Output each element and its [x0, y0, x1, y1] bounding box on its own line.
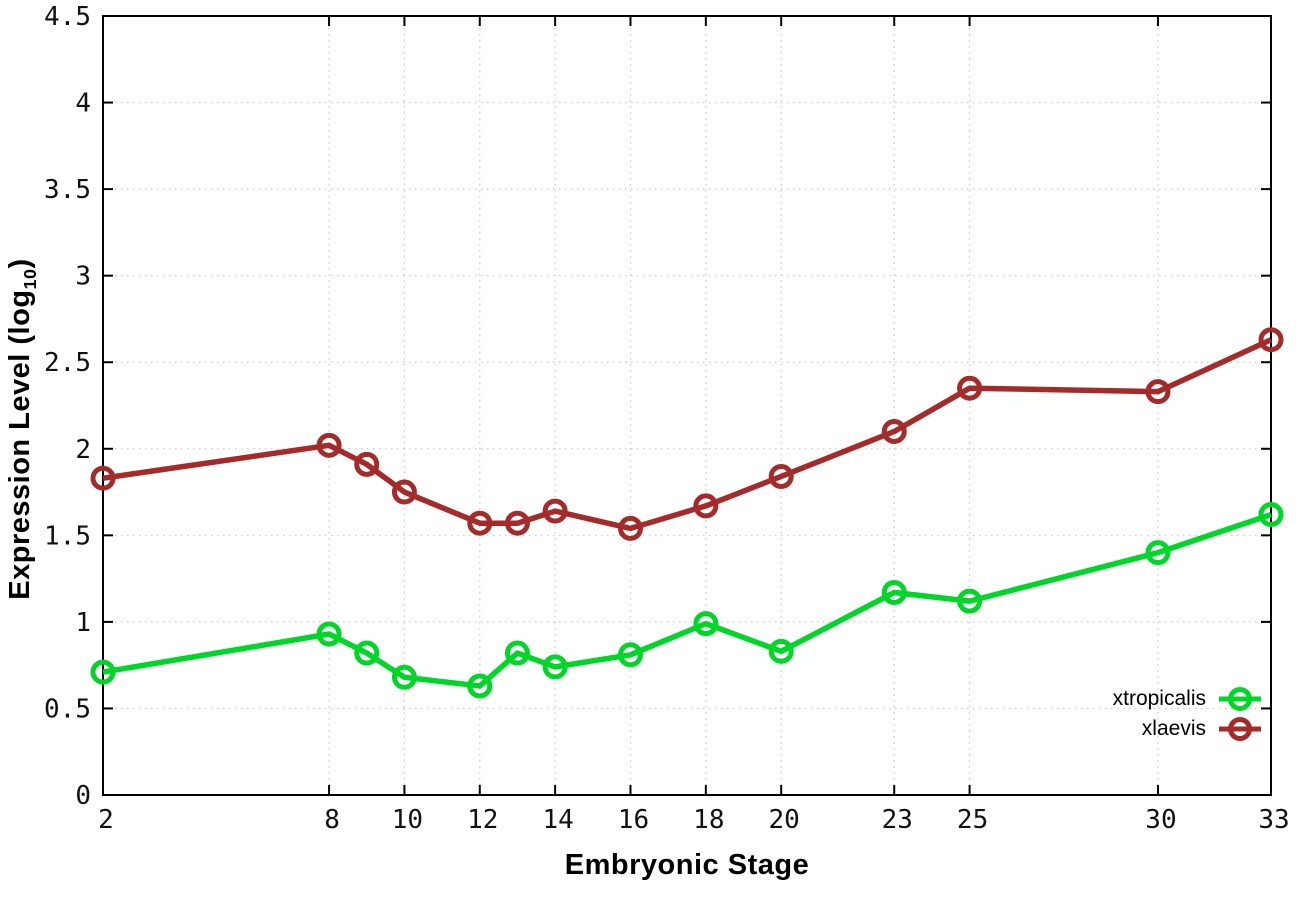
series-xtropicalis-point — [316, 621, 342, 647]
gridlines — [103, 16, 1271, 795]
series-xlaevis-point — [542, 498, 568, 524]
x-tick-label: 14 — [542, 805, 573, 835]
legend-label-xlaevis: xlaevis — [1141, 717, 1206, 740]
series-xtropicalis-point — [90, 659, 116, 685]
x-tick-label: 23 — [882, 805, 913, 835]
x-tick-label: 10 — [392, 805, 423, 835]
x-tick-label: 16 — [618, 805, 649, 835]
series-xtropicalis-line — [102, 511, 1272, 689]
series-xlaevis-point — [354, 451, 380, 477]
series-xlaevis-point — [467, 510, 493, 536]
series-xlaevis-line — [102, 337, 1273, 532]
legend-entry-xlaevis: xlaevis — [1113, 714, 1262, 744]
series-xlaevis-point — [316, 432, 342, 458]
y-tick-label: 3.5 — [44, 175, 91, 205]
series-xlaevis-point — [693, 493, 719, 519]
series-xtropicalis — [90, 502, 1284, 699]
series-xtropicalis-point — [542, 654, 568, 680]
series-xlaevis-point — [1258, 327, 1284, 353]
series-xlaevis-point — [768, 463, 794, 489]
legend-entry-xtropicalis: xtropicalis — [1113, 684, 1262, 714]
y-axis-title: Expression Level (log10) — [4, 179, 40, 679]
x-tick-label: 30 — [1145, 805, 1176, 835]
x-axis-title: Embryonic Stage — [564, 849, 810, 881]
y-tick-label: 4 — [75, 89, 91, 119]
y-tick-label: 2.5 — [44, 348, 91, 378]
y-axis-title-suffix: ) — [4, 258, 36, 269]
y-tick-label: 1.5 — [44, 521, 91, 551]
series-xlaevis — [90, 327, 1284, 541]
legend-marker-xlaevis-icon — [1219, 717, 1261, 741]
y-tick-label: 1 — [75, 608, 91, 638]
series-xtropicalis-point — [881, 579, 907, 605]
x-tick-label: 2 — [98, 805, 114, 835]
x-tick-label: 12 — [467, 805, 498, 835]
series-xtropicalis-point — [1145, 540, 1171, 566]
series-xlaevis-point — [90, 465, 116, 491]
x-tick-label: 18 — [693, 805, 724, 835]
y-tick-label: 0.5 — [44, 694, 91, 724]
y-axis-title-subscript: 10 — [19, 268, 40, 290]
legend-label-xtropicalis: xtropicalis — [1112, 687, 1206, 710]
legend: xtropicalis xlaevis — [1113, 684, 1262, 744]
plot-border — [102, 15, 1272, 796]
series-xlaevis-point — [881, 418, 907, 444]
y-tick-label: 3 — [75, 262, 91, 292]
series-xtropicalis-point — [768, 638, 794, 664]
x-tick-label: 8 — [324, 805, 340, 835]
series-xtropicalis-point — [617, 642, 643, 668]
y-tick-label: 0 — [75, 781, 91, 811]
series-xtropicalis-point — [391, 664, 417, 690]
tick-labels: 0 0.5 1 1.5 2 2.5 3 3.5 4 4.5 2 8 10 12 14 16 18 20 23 25 30… — [44, 2, 1290, 835]
series-xlaevis-point — [957, 375, 983, 401]
x-tick-label: 33 — [1258, 805, 1289, 835]
series-xlaevis-point — [391, 479, 417, 505]
x-tick-label: 20 — [769, 805, 800, 835]
legend-marker-xtropicalis-icon — [1219, 687, 1261, 711]
x-tick-label: 25 — [957, 805, 988, 835]
series-xtropicalis-point — [1258, 502, 1284, 528]
series-xtropicalis-point — [504, 640, 530, 666]
series-xtropicalis-point — [467, 673, 493, 699]
series-xlaevis-point — [504, 510, 530, 536]
series-xlaevis-point — [617, 515, 643, 541]
y-tick-label: 4.5 — [44, 2, 91, 32]
y-axis-title-prefix: Expression Level (log — [4, 289, 36, 600]
series-xtropicalis-point — [957, 588, 983, 614]
tick-marks — [102, 15, 1272, 796]
series-xtropicalis-point — [354, 640, 380, 666]
series-xlaevis-point — [1145, 379, 1171, 405]
series-xtropicalis-point — [693, 611, 719, 637]
y-tick-label: 2 — [75, 435, 91, 465]
